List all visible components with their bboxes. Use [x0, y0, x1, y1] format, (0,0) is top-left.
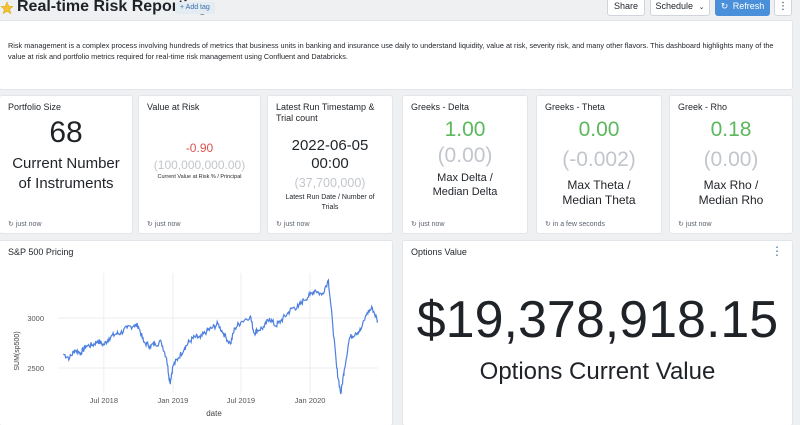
options-label: Options Current Value [479, 358, 716, 385]
card-title: Greeks - Theta [545, 102, 605, 112]
refresh-status: ↻ just now [276, 221, 310, 228]
y-axis-label: SUM(sp500) [14, 331, 21, 370]
card-title: Latest Run Timestamp & Trial count [276, 102, 375, 123]
counter-value: 0.00 [578, 118, 620, 141]
sp500-line-chart[interactable]: 2500 3000 Jul 2018 Jan 2019 Jul 2019 Jan 202… [0, 241, 392, 425]
counter-label: Max Theta / Median Theta [562, 178, 636, 207]
dashboard-description: Risk management is a complex process inv… [8, 41, 774, 61]
more-options-icon[interactable]: ⋮ [771, 244, 783, 258]
more-options-button[interactable]: ⋮ [774, 0, 792, 16]
counter-label: Current Value at Risk % / Principal [157, 174, 242, 180]
counter-label: Max Delta / Median Delta [432, 172, 498, 198]
description-card: Risk management is a complex process inv… [0, 21, 792, 89]
schedule-button[interactable]: Schedule ⌄ [650, 0, 710, 16]
counter-secondary: (0.00) [703, 148, 759, 171]
counter-secondary: (37,700,000) [294, 176, 366, 190]
add-tag-button[interactable]: + Add tag [175, 2, 215, 14]
counter-secondary: (0.00) [437, 144, 493, 167]
refresh-status: ↻ just now [411, 221, 445, 228]
chart-title: S&P 500 Pricing [8, 247, 74, 257]
sync-icon: ↻ [276, 221, 282, 228]
sync-icon: ↻ [8, 221, 14, 228]
refresh-icon: ↻ [720, 1, 729, 11]
card-title: Options Value [411, 247, 467, 257]
counter-value: 0.18 [710, 118, 752, 141]
refresh-status: ↻ in a few seconds [545, 221, 605, 228]
counter-value: 1.00 [444, 118, 486, 141]
portfolio-size-card: Portfolio Size 68 Current Number of Inst… [0, 96, 132, 233]
y-tick-label: 2500 [27, 364, 44, 373]
greeks-delta-card: Greeks - Delta 1.00 (0.00) Max Delta / M… [403, 96, 527, 233]
x-tick-label: Jul 2019 [227, 396, 255, 405]
x-tick-label: Jan 2020 [295, 396, 326, 405]
counter-label: Current Number of Instruments [12, 155, 120, 192]
counter-label: Max Rho / Median Rho [698, 178, 764, 207]
counter-value: 2022-06-05 00:00 [291, 137, 369, 172]
counter-label: Latest Run Date / Number of Trials [285, 194, 375, 211]
x-axis-label: date [206, 409, 222, 418]
greeks-theta-card: Greeks - Theta 0.00 (-0.002) Max Theta /… [537, 96, 661, 233]
favorite-star-icon[interactable] [0, 1, 14, 15]
counter-value: -0.90 [185, 141, 214, 155]
x-tick-label: Jan 2019 [157, 396, 188, 405]
refresh-label: Refresh [732, 1, 765, 11]
card-title: Portfolio Size [8, 102, 62, 112]
counter-secondary: (100,000,000.00) [153, 158, 246, 172]
sync-icon: ↻ [545, 221, 551, 228]
value-at-risk-card: Value at Risk -0.90 (100,000,000.00) Cur… [139, 96, 260, 233]
card-title: Value at Risk [147, 102, 200, 112]
sync-icon: ↻ [411, 221, 417, 228]
card-title: Greek - Rho [678, 102, 728, 112]
latest-run-card: Latest Run Timestamp & Trial count 2022-… [268, 96, 392, 233]
refresh-status: ↻ just now [8, 221, 42, 228]
counter-secondary: (-0.002) [562, 148, 636, 171]
sp500-series-line [62, 278, 378, 395]
refresh-status: ↻ just now [147, 221, 181, 228]
counter-value: 68 [49, 116, 83, 149]
chevron-down-icon: ⌄ [698, 4, 705, 11]
sp500-chart-card: S&P 500 Pricing 2500 3000 Jul 2018 Jan 201… [0, 241, 392, 425]
sync-icon: ↻ [678, 221, 684, 228]
greek-rho-card: Greek - Rho 0.18 (0.00) Max Rho / Median… [670, 96, 792, 233]
refresh-button[interactable]: ↻ Refresh [715, 0, 770, 16]
card-title: Greeks - Delta [411, 102, 470, 112]
kebab-menu-icon: ⋮ [778, 1, 788, 12]
options-value: $19,378,918.15 [416, 291, 779, 349]
refresh-status: ↻ just now [678, 221, 712, 228]
schedule-label: Schedule [655, 1, 694, 11]
page-title: Real-time Risk Reporting [17, 0, 208, 15]
sync-icon: ↻ [147, 221, 153, 228]
share-button[interactable]: Share [607, 0, 645, 16]
options-value-card: Options Value ⋮ $19,378,918.15 Options C… [403, 241, 792, 425]
y-tick-label: 3000 [27, 314, 44, 323]
x-tick-label: Jul 2018 [90, 396, 118, 405]
